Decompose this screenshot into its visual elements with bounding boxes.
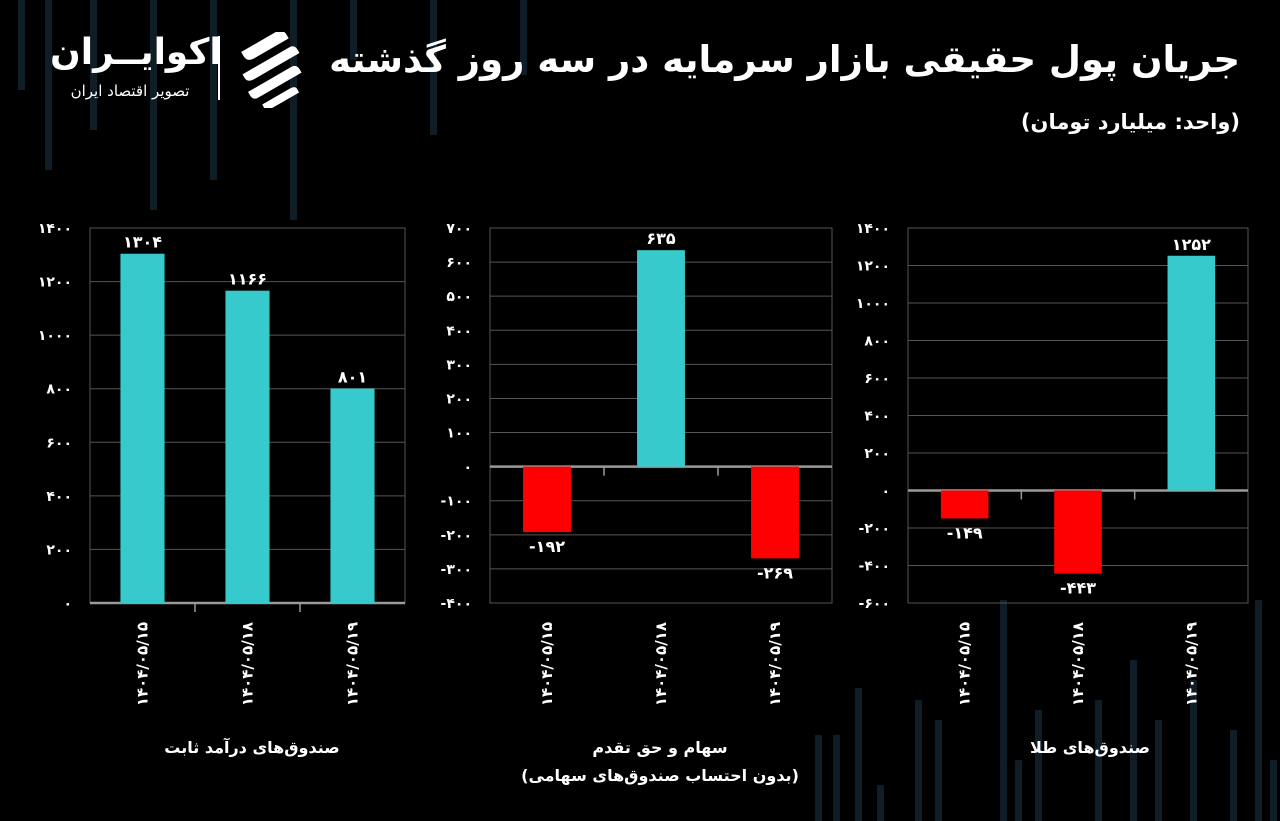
chart1-xlabel: صندوق‌های درآمد ثابت xyxy=(164,738,340,757)
logo-name: اکوایــران xyxy=(50,32,222,73)
y-tick-label: ۱۰۰ xyxy=(446,426,472,442)
data-label: -۲۶۹ xyxy=(757,563,793,582)
y-tick-label: ۱۰۰۰ xyxy=(38,328,72,344)
y-tick-label: ۸۰۰ xyxy=(864,334,890,350)
y-tick-label: ۰ xyxy=(463,460,472,476)
bar xyxy=(751,466,799,559)
chart3-xlabel: صندوق‌های طلا xyxy=(1029,738,1151,757)
y-tick-label: ۱۲۰۰ xyxy=(856,259,890,275)
x-category-label: ۱۴۰۴/۰۵/۱۹ xyxy=(344,622,362,706)
bg-candle-14 xyxy=(935,720,942,821)
chart2-xlabel-note: (بدون احتساب صندوق‌های سهامی) xyxy=(521,766,799,785)
data-label: ۸۰۱ xyxy=(338,367,367,386)
y-tick-label: ۶۰۰ xyxy=(446,255,472,271)
bg-candle-19 xyxy=(1130,660,1137,821)
data-label: ۱۳۰۴ xyxy=(123,233,162,252)
bg-candle-22 xyxy=(1230,730,1237,821)
bg-candle-13 xyxy=(915,700,922,821)
y-tick-label: ۰ xyxy=(881,484,890,500)
bar xyxy=(330,388,375,603)
bg-candle-18 xyxy=(1095,700,1102,821)
bg-candle-15 xyxy=(1000,600,1007,821)
x-category-label: ۱۴۰۴/۰۵/۱۵ xyxy=(134,622,152,706)
bg-candle-10 xyxy=(833,735,840,821)
y-tick-label: ۳۰۰ xyxy=(446,357,472,373)
y-tick-label: ۱۴۰۰ xyxy=(38,221,72,237)
logo-mark-icon xyxy=(241,32,302,108)
chart2-xlabel: سهام و حق تقدم xyxy=(592,738,728,757)
bar xyxy=(637,250,685,467)
bar xyxy=(940,490,989,519)
x-category-label: ۱۴۰۴/۰۵/۱۵ xyxy=(956,622,974,706)
y-tick-label: -۶۰۰ xyxy=(859,596,890,612)
x-category-label: ۱۴۰۴/۰۵/۱۸ xyxy=(1069,622,1087,706)
bar xyxy=(225,290,270,603)
y-tick-label: -۴۰۰ xyxy=(859,559,890,575)
bg-candle-12 xyxy=(877,785,884,821)
y-tick-label: -۱۰۰ xyxy=(441,494,472,510)
data-label: ۶۳۵ xyxy=(646,229,676,248)
bg-candle-20 xyxy=(1155,720,1162,821)
y-tick-label: ۶۰۰ xyxy=(864,371,890,387)
bg-candle-3 xyxy=(150,0,157,210)
bar xyxy=(523,466,571,533)
chart-1: ۰ ۲۰۰ ۴۰۰ ۶۰۰ ۸۰۰ ۱۰۰۰ ۱۲۰۰ ۱۴۰۰ ۱۳۰۴ ۱۴۰۴/۰۵/۱۵ ۱… xyxy=(38,221,406,706)
y-tick-label: ۸۰۰ xyxy=(46,382,72,398)
bg-candle-2 xyxy=(90,0,97,130)
y-tick-label: ۱۲۰۰ xyxy=(38,275,72,291)
y-tick-label: ۲۰۰ xyxy=(46,542,72,558)
y-tick-label: ۶۰۰ xyxy=(46,435,72,451)
bar xyxy=(1054,490,1102,574)
y-tick-label: ۲۰۰ xyxy=(446,391,472,407)
y-tick-label: ۰ xyxy=(63,596,72,612)
bg-candle-8 xyxy=(520,0,527,75)
y-tick-label: ۲۰۰ xyxy=(864,446,890,462)
brand-logo: اکوایــران تصویر اقتصاد ایران xyxy=(50,30,320,110)
bg-candle-11 xyxy=(855,688,862,821)
y-tick-label: -۴۰۰ xyxy=(441,596,472,612)
bg-candle-17 xyxy=(1035,710,1042,821)
bg-candle-4 xyxy=(210,0,217,180)
bg-candle-16 xyxy=(1015,760,1022,821)
y-tick-label: -۲۰۰ xyxy=(441,528,472,544)
data-label: -۴۴۳ xyxy=(1060,579,1096,598)
data-label: ۱۲۵۲ xyxy=(1172,235,1211,254)
page-title: جریان پول حقیقی بازار سرمایه در سه روز گ… xyxy=(329,38,1240,81)
y-tick-label: ۴۰۰ xyxy=(46,489,72,505)
logo-divider xyxy=(218,36,220,100)
y-tick-label: ۵۰۰ xyxy=(446,289,472,305)
x-category-label: ۱۴۰۴/۰۵/۱۸ xyxy=(652,622,670,706)
y-tick-label: -۲۰۰ xyxy=(859,521,890,537)
bg-candle-0 xyxy=(18,0,25,90)
y-tick-label: ۱۴۰۰ xyxy=(856,221,890,237)
x-category-label: ۱۴۰۴/۰۵/۱۹ xyxy=(766,622,784,706)
bar xyxy=(120,253,165,603)
data-label: ۱۱۶۶ xyxy=(228,270,267,289)
bg-candle-24 xyxy=(1270,760,1277,821)
bg-candle-5 xyxy=(290,0,297,220)
bg-candle-21 xyxy=(1190,680,1197,821)
chart-2: -۴۰۰ -۳۰۰ -۲۰۰ -۱۰۰ ۰ ۱۰۰ ۲۰۰ ۳۰۰ ۴۰۰ ۵۰۰ ۶۰۰ ۷۰۰ -۱… xyxy=(441,221,833,706)
x-category-label: ۱۴۰۴/۰۵/۱۹ xyxy=(1182,622,1200,706)
bg-candle-9 xyxy=(815,735,822,821)
bg-candle-7 xyxy=(430,0,437,135)
bg-candle-6 xyxy=(350,0,357,60)
data-label: -۱۴۹ xyxy=(947,523,983,542)
y-tick-label: -۳۰۰ xyxy=(441,562,472,578)
x-category-label: ۱۴۰۴/۰۵/۱۵ xyxy=(538,622,556,706)
y-tick-label: ۷۰۰ xyxy=(446,221,472,237)
bg-candle-1 xyxy=(45,0,52,170)
unit-label: (واحد: میلیارد تومان) xyxy=(1020,110,1240,134)
y-tick-label: ۴۰۰ xyxy=(864,409,890,425)
data-label: -۱۹۲ xyxy=(529,537,565,556)
bar xyxy=(1167,255,1216,491)
y-tick-label: ۴۰۰ xyxy=(446,323,472,339)
chart-3: -۶۰۰ -۴۰۰ -۲۰۰ ۰ ۲۰۰ ۴۰۰ ۶۰۰ ۸۰۰ ۱۰۰۰ ۱۲۰۰ ۱۴۰۰ -۱۴… xyxy=(856,221,1249,706)
x-category-label: ۱۴۰۴/۰۵/۱۸ xyxy=(239,622,257,706)
y-tick-label: ۱۰۰۰ xyxy=(856,296,890,312)
bg-candle-23 xyxy=(1255,600,1262,821)
logo-tagline: تصویر اقتصاد ایران xyxy=(70,82,190,100)
